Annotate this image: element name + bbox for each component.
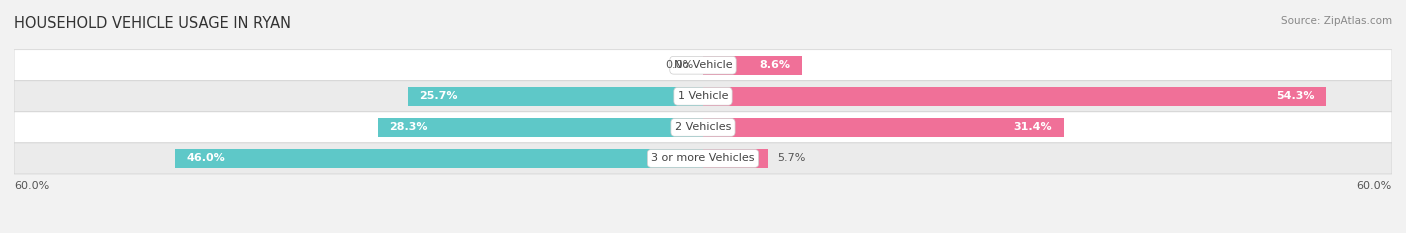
Bar bbox=[174, 149, 703, 168]
Text: 8.6%: 8.6% bbox=[759, 60, 790, 70]
Text: 0.0%: 0.0% bbox=[665, 60, 693, 70]
Text: 5.7%: 5.7% bbox=[778, 154, 806, 163]
Text: Source: ZipAtlas.com: Source: ZipAtlas.com bbox=[1281, 16, 1392, 26]
Text: 1 Vehicle: 1 Vehicle bbox=[678, 91, 728, 101]
Bar bbox=[378, 118, 703, 137]
FancyBboxPatch shape bbox=[14, 50, 1392, 81]
Text: 60.0%: 60.0% bbox=[14, 181, 49, 191]
Text: HOUSEHOLD VEHICLE USAGE IN RYAN: HOUSEHOLD VEHICLE USAGE IN RYAN bbox=[14, 16, 291, 31]
FancyBboxPatch shape bbox=[14, 143, 1392, 174]
Text: 28.3%: 28.3% bbox=[389, 122, 427, 132]
FancyBboxPatch shape bbox=[14, 112, 1392, 143]
Bar bbox=[703, 56, 801, 75]
Text: 2 Vehicles: 2 Vehicles bbox=[675, 122, 731, 132]
FancyBboxPatch shape bbox=[14, 81, 1392, 112]
Text: 60.0%: 60.0% bbox=[1357, 181, 1392, 191]
Text: 31.4%: 31.4% bbox=[1014, 122, 1052, 132]
Bar bbox=[703, 87, 1326, 106]
Text: 3 or more Vehicles: 3 or more Vehicles bbox=[651, 154, 755, 163]
Text: No Vehicle: No Vehicle bbox=[673, 60, 733, 70]
Bar bbox=[703, 118, 1063, 137]
Text: 25.7%: 25.7% bbox=[419, 91, 458, 101]
Text: 46.0%: 46.0% bbox=[186, 154, 225, 163]
Bar bbox=[703, 149, 769, 168]
Text: 54.3%: 54.3% bbox=[1277, 91, 1315, 101]
Bar bbox=[408, 87, 703, 106]
